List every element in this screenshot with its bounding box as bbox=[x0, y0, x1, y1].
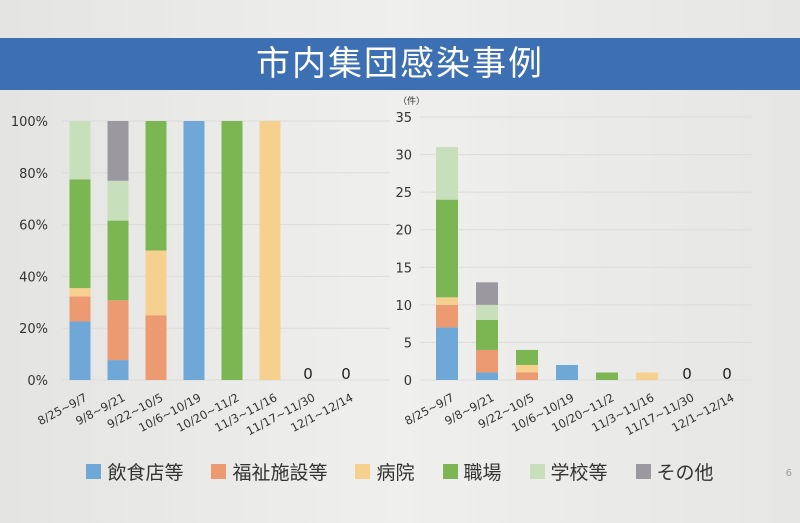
legend-swatch bbox=[442, 464, 458, 479]
y-tick-label: 25 bbox=[395, 186, 412, 201]
y-tick-label: 10 bbox=[395, 299, 412, 314]
legend-item: 福祉施設等 bbox=[211, 458, 327, 485]
bar-segment-病院 bbox=[259, 121, 281, 380]
slide-title: 市内集団感染事例 bbox=[0, 38, 800, 90]
legend-swatch bbox=[355, 464, 371, 479]
bar-segment-職場 bbox=[107, 220, 129, 301]
y-tick-label: 30 bbox=[395, 149, 412, 164]
y-tick-label: 100% bbox=[11, 115, 48, 130]
bar-segment-福祉施設等 bbox=[436, 304, 458, 328]
bar-segment-学校等 bbox=[476, 304, 498, 320]
legend-label: その他 bbox=[656, 462, 714, 484]
y-tick-label: 0 bbox=[404, 374, 412, 389]
bar-segment-福祉施設等 bbox=[145, 315, 167, 380]
y-tick-label: 80% bbox=[19, 167, 48, 182]
bar-segment-その他 bbox=[476, 282, 498, 305]
zero-label: 0 bbox=[303, 365, 313, 383]
y-tick-label: 0% bbox=[27, 374, 48, 389]
bar-segment-病院 bbox=[436, 297, 458, 305]
bar-segment-その他 bbox=[107, 121, 129, 181]
legend-item: その他 bbox=[635, 458, 714, 485]
bar-segment-病院 bbox=[516, 364, 538, 373]
bar-segment-飲食店等 bbox=[436, 327, 458, 380]
bar-segment-病院 bbox=[69, 288, 91, 297]
y-tick-label: 40% bbox=[19, 270, 48, 285]
bar-segment-学校等 bbox=[69, 121, 91, 180]
legend-item: 病院 bbox=[355, 458, 415, 485]
zero-label: 0 bbox=[341, 365, 351, 383]
bar-segment-職場 bbox=[596, 372, 618, 380]
zero-label: 0 bbox=[722, 365, 732, 383]
legend: 飲食店等 福祉施設等 病院 職場 学校等 その他 bbox=[0, 458, 800, 485]
bar-segment-飲食店等 bbox=[556, 364, 578, 380]
bar-segment-福祉施設等 bbox=[107, 300, 129, 361]
y-tick-label: 20 bbox=[395, 224, 412, 239]
legend-item: 飲食店等 bbox=[86, 458, 183, 485]
legend-label: 職場 bbox=[463, 462, 502, 484]
legend-label: 学校等 bbox=[550, 462, 608, 484]
bar-segment-職場 bbox=[436, 199, 458, 298]
bar-segment-飲食店等 bbox=[183, 121, 205, 380]
bar-segment-福祉施設等 bbox=[69, 296, 91, 322]
legend-item: 学校等 bbox=[529, 458, 608, 485]
bar-segment-福祉施設等 bbox=[516, 372, 538, 380]
page-number: 6 bbox=[785, 468, 792, 479]
bar-segment-飲食店等 bbox=[69, 321, 91, 380]
y-tick-label: 15 bbox=[395, 261, 412, 276]
legend-label: 飲食店等 bbox=[107, 462, 184, 484]
bar-segment-病院 bbox=[636, 372, 658, 380]
bar-segment-飲食店等 bbox=[476, 372, 498, 380]
bar-segment-職場 bbox=[476, 319, 498, 350]
y-axis-unit: （件） bbox=[398, 95, 425, 107]
bar-segment-飲食店等 bbox=[107, 360, 129, 380]
legend-swatch bbox=[635, 464, 651, 479]
bar-segment-職場 bbox=[516, 349, 538, 365]
zero-label: 0 bbox=[682, 365, 692, 383]
bar-segment-病院 bbox=[145, 250, 167, 316]
legend-swatch bbox=[529, 464, 545, 479]
y-tick-label: 20% bbox=[19, 322, 48, 337]
legend-item: 職場 bbox=[442, 458, 502, 485]
bar-segment-職場 bbox=[221, 121, 243, 380]
bar-segment-職場 bbox=[145, 121, 167, 251]
y-tick-label: 60% bbox=[19, 219, 48, 234]
bar-segment-職場 bbox=[69, 179, 91, 289]
legend-label: 病院 bbox=[376, 462, 415, 484]
bar-segment-学校等 bbox=[107, 180, 129, 221]
bar-segment-学校等 bbox=[436, 147, 458, 200]
bar-segment-福祉施設等 bbox=[476, 349, 498, 373]
legend-swatch bbox=[211, 464, 227, 479]
y-tick-label: 5 bbox=[404, 336, 412, 351]
legend-label: 福祉施設等 bbox=[232, 462, 328, 484]
y-tick-label: 35 bbox=[395, 111, 412, 126]
legend-swatch bbox=[86, 464, 102, 479]
